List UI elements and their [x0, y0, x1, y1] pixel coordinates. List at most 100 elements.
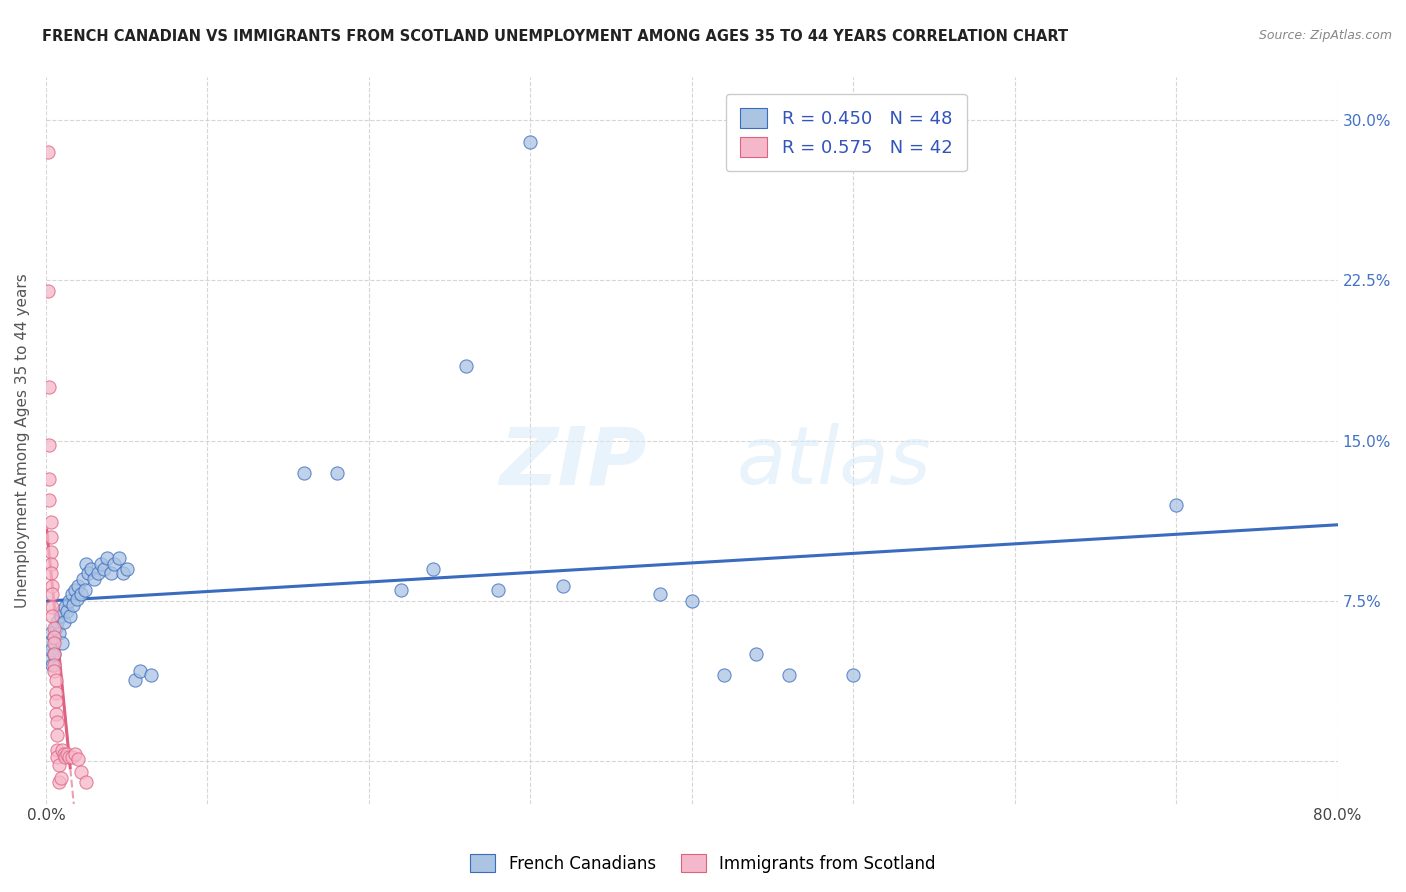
- Point: [39, 558, 62, 572]
- Point: [42, 636, 65, 650]
- Point: [75, 775, 97, 789]
- Point: [58, 749, 80, 764]
- Point: [42, 647, 65, 661]
- Point: [96, 551, 118, 566]
- Point: [58, 593, 80, 607]
- Point: [73, 582, 96, 597]
- Point: [70, 587, 93, 601]
- Point: [42, 622, 65, 636]
- Text: atlas: atlas: [737, 424, 932, 501]
- Point: [124, 673, 146, 687]
- Point: [51, 636, 73, 650]
- Point: [100, 566, 122, 580]
- Point: [778, 668, 800, 682]
- Point: [42, 630, 65, 644]
- Point: [38, 651, 60, 665]
- Point: [103, 558, 125, 572]
- Point: [48, 625, 70, 640]
- Point: [139, 668, 162, 682]
- Point: [39, 566, 62, 580]
- Point: [93, 562, 115, 576]
- Point: [422, 562, 444, 576]
- Point: [38, 438, 60, 452]
- Point: [37, 284, 59, 298]
- Legend: French Canadians, Immigrants from Scotland: French Canadians, Immigrants from Scotla…: [464, 847, 942, 880]
- Point: [56, 747, 79, 762]
- Point: [112, 566, 135, 580]
- Text: Source: ZipAtlas.com: Source: ZipAtlas.com: [1258, 29, 1392, 42]
- Point: [70, 764, 93, 779]
- Point: [681, 593, 703, 607]
- Text: FRENCH CANADIAN VS IMMIGRANTS FROM SCOTLAND UNEMPLOYMENT AMONG AGES 35 TO 44 YEA: FRENCH CANADIAN VS IMMIGRANTS FROM SCOTL…: [42, 29, 1069, 44]
- Point: [49, 771, 72, 785]
- Point: [45, 685, 67, 699]
- Point: [67, 579, 90, 593]
- Point: [41, 608, 63, 623]
- Point: [51, 604, 73, 618]
- Point: [80, 562, 103, 576]
- Point: [56, 604, 79, 618]
- Point: [77, 566, 100, 580]
- Point: [86, 566, 108, 580]
- Point: [72, 573, 94, 587]
- Point: [519, 135, 541, 149]
- Point: [63, 747, 86, 762]
- Point: [37, 636, 59, 650]
- Point: [454, 359, 477, 373]
- Point: [66, 591, 89, 606]
- Point: [53, 749, 76, 764]
- Point: [41, 600, 63, 615]
- Point: [39, 544, 62, 558]
- Point: [42, 647, 65, 661]
- Point: [551, 579, 574, 593]
- Point: [46, 615, 69, 629]
- Point: [46, 749, 69, 764]
- Point: [75, 558, 97, 572]
- Point: [83, 573, 105, 587]
- Point: [39, 515, 62, 529]
- Point: [389, 582, 412, 597]
- Point: [52, 615, 75, 629]
- Point: [62, 598, 84, 612]
- Y-axis label: Unemployment Among Ages 35 to 44 years: Unemployment Among Ages 35 to 44 years: [15, 273, 30, 608]
- Point: [45, 673, 67, 687]
- Point: [115, 562, 138, 576]
- Point: [37, 145, 59, 160]
- Point: [41, 587, 63, 601]
- Point: [292, 466, 315, 480]
- Point: [128, 664, 150, 678]
- Point: [45, 694, 67, 708]
- Point: [41, 579, 63, 593]
- Text: ZIP: ZIP: [499, 424, 647, 501]
- Point: [60, 749, 83, 764]
- Point: [107, 551, 129, 566]
- Point: [48, 758, 70, 772]
- Point: [51, 743, 73, 757]
- Point: [53, 600, 76, 615]
- Point: [842, 668, 865, 682]
- Point: [45, 622, 67, 636]
- Point: [46, 743, 69, 757]
- Point: [60, 587, 83, 601]
- Point: [67, 752, 90, 766]
- Point: [1166, 498, 1188, 512]
- Legend: R = 0.450   N = 48, R = 0.575   N = 42: R = 0.450 N = 48, R = 0.575 N = 42: [725, 94, 967, 171]
- Point: [59, 608, 82, 623]
- Point: [52, 747, 75, 762]
- Point: [49, 608, 72, 623]
- Point: [42, 664, 65, 678]
- Point: [38, 493, 60, 508]
- Point: [45, 706, 67, 721]
- Point: [38, 380, 60, 394]
- Point: [39, 530, 62, 544]
- Point: [648, 587, 671, 601]
- Point: [46, 715, 69, 730]
- Point: [39, 625, 62, 640]
- Point: [63, 582, 86, 597]
- Point: [48, 775, 70, 789]
- Point: [745, 647, 768, 661]
- Point: [42, 630, 65, 644]
- Point: [713, 668, 735, 682]
- Point: [486, 582, 509, 597]
- Point: [42, 657, 65, 672]
